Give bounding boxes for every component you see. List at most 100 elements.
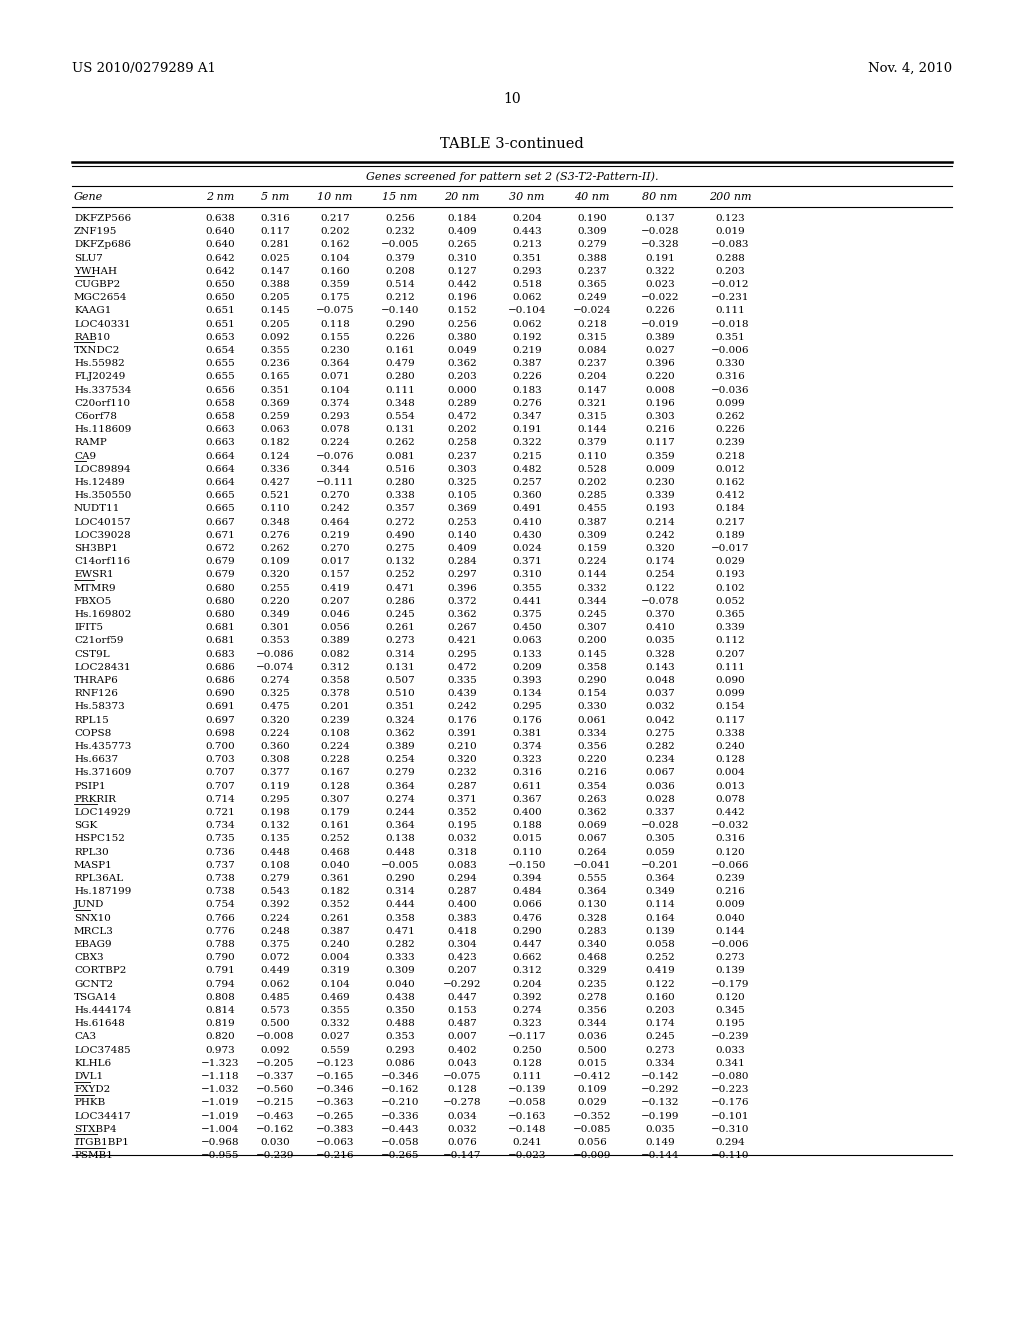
Text: 0.698: 0.698 [205,729,234,738]
Text: 0.285: 0.285 [578,491,607,500]
Text: 0.658: 0.658 [205,399,234,408]
Text: −0.231: −0.231 [711,293,750,302]
Text: 0.409: 0.409 [447,544,477,553]
Text: 0.235: 0.235 [578,979,607,989]
Text: DKFZP566: DKFZP566 [74,214,131,223]
Text: 0.686: 0.686 [205,663,234,672]
Text: C21orf59: C21orf59 [74,636,124,645]
Text: 0.330: 0.330 [578,702,607,711]
Text: 0.389: 0.389 [645,333,675,342]
Text: −0.132: −0.132 [641,1098,679,1107]
Text: 0.204: 0.204 [578,372,607,381]
Text: −0.041: −0.041 [572,861,611,870]
Text: 0.325: 0.325 [447,478,477,487]
Text: 0.640: 0.640 [205,227,234,236]
Text: 0.662: 0.662 [512,953,542,962]
Text: 0.037: 0.037 [645,689,675,698]
Text: PHKB: PHKB [74,1098,105,1107]
Text: 0.122: 0.122 [645,583,675,593]
Text: 0.128: 0.128 [715,755,744,764]
Text: C20orf110: C20orf110 [74,399,130,408]
Text: 0.303: 0.303 [645,412,675,421]
Text: 0.360: 0.360 [512,491,542,500]
Text: −0.179: −0.179 [711,979,750,989]
Text: 0.700: 0.700 [205,742,234,751]
Text: 0.372: 0.372 [447,597,477,606]
Text: 0.179: 0.179 [321,808,350,817]
Text: 0.794: 0.794 [205,979,234,989]
Text: 0.215: 0.215 [512,451,542,461]
Text: −0.019: −0.019 [641,319,679,329]
Text: 0.320: 0.320 [260,715,290,725]
Text: 0.344: 0.344 [578,597,607,606]
Text: 0.071: 0.071 [321,372,350,381]
Text: 0.316: 0.316 [260,214,290,223]
Text: 0.355: 0.355 [260,346,290,355]
Text: 0.122: 0.122 [645,979,675,989]
Text: −0.292: −0.292 [641,1085,679,1094]
Text: 0.184: 0.184 [447,214,477,223]
Text: 0.279: 0.279 [260,874,290,883]
Text: 0.468: 0.468 [321,847,350,857]
Text: 0.364: 0.364 [578,887,607,896]
Text: −0.144: −0.144 [641,1151,679,1160]
Text: 0.204: 0.204 [512,979,542,989]
Text: TXNDC2: TXNDC2 [74,346,121,355]
Text: 0.320: 0.320 [447,755,477,764]
Text: ZNF195: ZNF195 [74,227,118,236]
Text: 0.224: 0.224 [260,913,290,923]
Text: 0.358: 0.358 [385,913,415,923]
Text: 0.703: 0.703 [205,755,234,764]
Text: 0.360: 0.360 [260,742,290,751]
Text: 0.377: 0.377 [260,768,290,777]
Text: −0.239: −0.239 [711,1032,750,1041]
Text: 0.464: 0.464 [321,517,350,527]
Text: 0.161: 0.161 [321,821,350,830]
Text: 0.117: 0.117 [715,715,744,725]
Text: −0.024: −0.024 [572,306,611,315]
Text: Hs.12489: Hs.12489 [74,478,125,487]
Text: −0.005: −0.005 [381,240,419,249]
Text: 0.324: 0.324 [385,715,415,725]
Text: C14orf116: C14orf116 [74,557,130,566]
Text: 0.110: 0.110 [512,847,542,857]
Text: 0.321: 0.321 [578,399,607,408]
Text: 0.303: 0.303 [447,465,477,474]
Text: 0.213: 0.213 [512,240,542,249]
Text: 0.293: 0.293 [321,412,350,421]
Text: PSMB1: PSMB1 [74,1151,113,1160]
Text: 0.224: 0.224 [578,557,607,566]
Text: 0.392: 0.392 [260,900,290,909]
Text: 0.056: 0.056 [321,623,350,632]
Text: 0.543: 0.543 [260,887,290,896]
Text: 0.282: 0.282 [385,940,415,949]
Text: 0.257: 0.257 [512,478,542,487]
Text: 0.387: 0.387 [321,927,350,936]
Text: 0.320: 0.320 [645,544,675,553]
Text: STXBP4: STXBP4 [74,1125,117,1134]
Text: 0.220: 0.220 [578,755,607,764]
Text: 0.160: 0.160 [321,267,350,276]
Text: −0.022: −0.022 [641,293,679,302]
Text: 0.650: 0.650 [205,280,234,289]
Text: 0.737: 0.737 [205,861,234,870]
Text: 0.820: 0.820 [205,1032,234,1041]
Text: 0.189: 0.189 [715,531,744,540]
Text: 0.352: 0.352 [321,900,350,909]
Text: 10: 10 [503,92,521,106]
Text: −0.032: −0.032 [711,821,750,830]
Text: 0.312: 0.312 [321,663,350,672]
Text: CA3: CA3 [74,1032,96,1041]
Text: 0.131: 0.131 [385,663,415,672]
Text: 0.062: 0.062 [512,293,542,302]
Text: 0.394: 0.394 [512,874,542,883]
Text: 0.392: 0.392 [512,993,542,1002]
Text: 0.665: 0.665 [205,491,234,500]
Text: 0.337: 0.337 [645,808,675,817]
Text: 0.316: 0.316 [715,834,744,843]
Text: 0.028: 0.028 [645,795,675,804]
Text: 0.131: 0.131 [385,425,415,434]
Text: 0.322: 0.322 [512,438,542,447]
Text: LOC40331: LOC40331 [74,319,131,329]
Text: 0.008: 0.008 [645,385,675,395]
